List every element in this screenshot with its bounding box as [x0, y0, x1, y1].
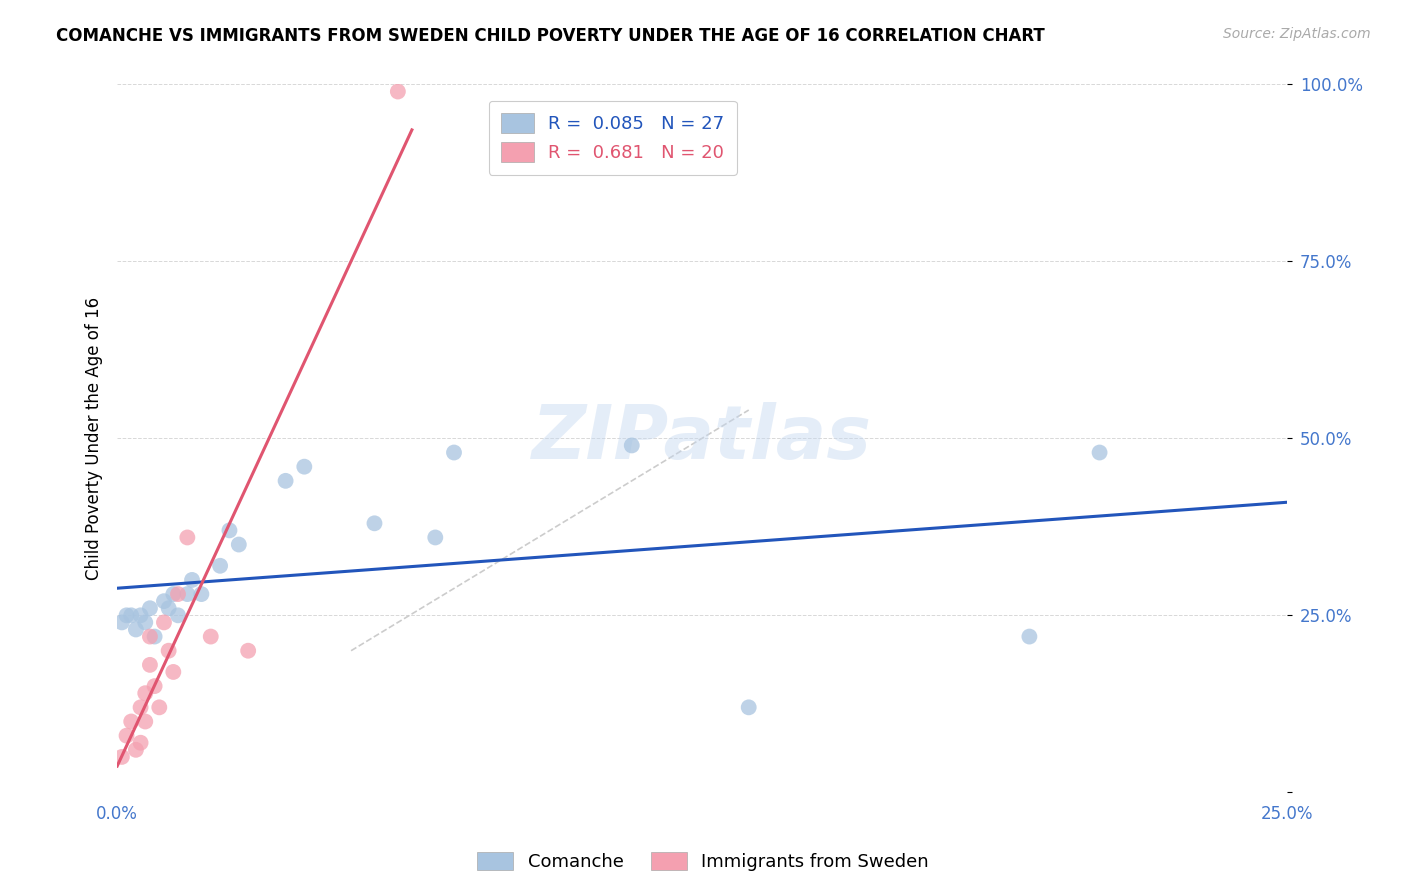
Legend: R =  0.085   N = 27, R =  0.681   N = 20: R = 0.085 N = 27, R = 0.681 N = 20: [489, 101, 737, 175]
Point: [363, 516, 385, 531]
Point: [167, 587, 190, 601]
Point: [200, 630, 222, 644]
Point: [1018, 630, 1040, 644]
Point: [115, 608, 138, 623]
Point: [129, 700, 152, 714]
Point: [176, 587, 198, 601]
Point: [162, 665, 184, 679]
Point: [134, 686, 156, 700]
Point: [274, 474, 297, 488]
Point: [292, 459, 315, 474]
Point: [157, 601, 180, 615]
Text: COMANCHE VS IMMIGRANTS FROM SWEDEN CHILD POVERTY UNDER THE AGE OF 16 CORRELATION: COMANCHE VS IMMIGRANTS FROM SWEDEN CHILD…: [56, 27, 1045, 45]
Point: [111, 750, 134, 764]
Legend: Comanche, Immigrants from Sweden: Comanche, Immigrants from Sweden: [470, 845, 936, 879]
Point: [162, 587, 184, 601]
Point: [129, 608, 152, 623]
Point: [139, 657, 162, 672]
Point: [425, 531, 447, 545]
Point: [139, 601, 162, 615]
Point: [153, 615, 176, 630]
Point: [238, 644, 260, 658]
Point: [181, 573, 204, 587]
Point: [209, 558, 232, 573]
Point: [115, 729, 138, 743]
Point: [134, 615, 156, 630]
Point: [148, 700, 170, 714]
Text: Source: ZipAtlas.com: Source: ZipAtlas.com: [1223, 27, 1371, 41]
Point: [120, 714, 142, 729]
Point: [190, 587, 212, 601]
Point: [143, 630, 166, 644]
Point: [620, 438, 643, 452]
Point: [139, 630, 162, 644]
Point: [218, 524, 240, 538]
Point: [153, 594, 176, 608]
Point: [228, 537, 250, 551]
Point: [1088, 445, 1111, 459]
Point: [111, 615, 134, 630]
Point: [176, 531, 198, 545]
Point: [167, 608, 190, 623]
Point: [443, 445, 465, 459]
Point: [125, 623, 148, 637]
Point: [129, 736, 152, 750]
Point: [157, 644, 180, 658]
Text: ZIPatlas: ZIPatlas: [531, 402, 872, 475]
Point: [387, 85, 409, 99]
Y-axis label: Child Poverty Under the Age of 16: Child Poverty Under the Age of 16: [86, 297, 103, 580]
Point: [143, 679, 166, 693]
Point: [738, 700, 761, 714]
Point: [125, 743, 148, 757]
Point: [134, 714, 156, 729]
Point: [120, 608, 142, 623]
